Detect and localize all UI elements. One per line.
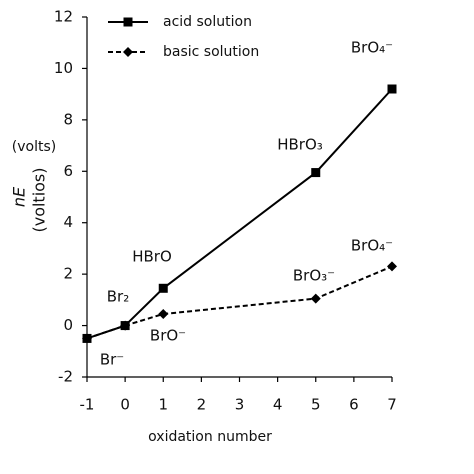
marker bbox=[120, 320, 131, 331]
marker bbox=[387, 261, 397, 272]
x-tick-label: 0 bbox=[120, 396, 130, 414]
y-tick-label: 4 bbox=[63, 213, 73, 231]
x-tick-label: -1 bbox=[80, 396, 95, 414]
y-tick-label: 8 bbox=[63, 110, 73, 128]
point-label: BrO₄⁻ bbox=[351, 39, 393, 57]
marker bbox=[387, 84, 397, 94]
y-tick-label: 12 bbox=[54, 8, 73, 26]
y-tick-label: 2 bbox=[63, 265, 73, 283]
point-label: HBrO bbox=[132, 248, 172, 266]
series-line bbox=[86, 88, 393, 340]
x-tick-label: 6 bbox=[349, 396, 359, 414]
legend-marker bbox=[123, 47, 133, 57]
y-label-sub: (voltios) bbox=[30, 167, 49, 232]
x-tick-label: 4 bbox=[273, 396, 283, 414]
series-line bbox=[86, 265, 393, 340]
legend-marker bbox=[123, 17, 133, 27]
y-label: nE bbox=[10, 186, 29, 207]
y-tick-label: 6 bbox=[63, 162, 73, 180]
x-tick-label: 5 bbox=[311, 396, 321, 414]
legend-label: acid solution bbox=[163, 14, 252, 30]
marker bbox=[158, 309, 169, 319]
point-label: BrO₄⁻ bbox=[351, 237, 393, 255]
marker bbox=[310, 293, 321, 304]
x-label: oxidation number bbox=[148, 429, 272, 445]
x-tick-label: 7 bbox=[387, 396, 397, 414]
marker bbox=[82, 333, 92, 344]
y-tick-label: 10 bbox=[54, 59, 73, 77]
point-label: BrO⁻ bbox=[150, 327, 186, 345]
y-tick-label: -2 bbox=[58, 368, 73, 386]
x-tick-label: 1 bbox=[158, 396, 168, 414]
marker bbox=[311, 168, 321, 178]
x-tick-label: 3 bbox=[235, 396, 245, 414]
point-label: HBrO₃ bbox=[277, 136, 323, 154]
x-tick-label: 2 bbox=[197, 396, 207, 414]
marker bbox=[158, 283, 168, 293]
legend-label: basic solution bbox=[163, 44, 259, 60]
point-label: Br⁻ bbox=[100, 351, 124, 369]
point-label: BrO₃⁻ bbox=[293, 267, 335, 285]
y-tick-label: 0 bbox=[63, 316, 73, 334]
point-label: Br₂ bbox=[107, 288, 129, 306]
y-label-unit: (volts) bbox=[12, 139, 56, 155]
